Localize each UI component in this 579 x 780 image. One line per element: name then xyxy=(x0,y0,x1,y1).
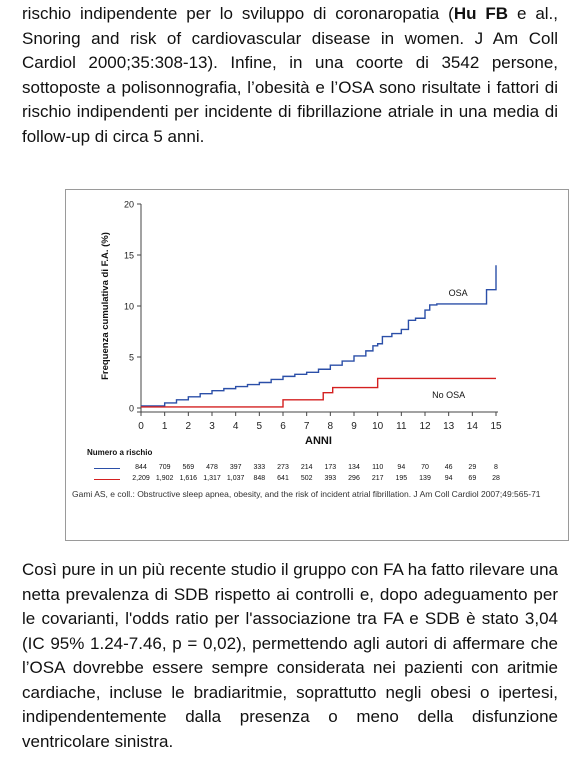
at-risk-value-no-osa: 502 xyxy=(300,475,313,482)
y-tick-label: 0 xyxy=(129,404,134,414)
at-risk-value-no-osa: 296 xyxy=(348,475,360,482)
x-tick-label: 3 xyxy=(209,421,215,432)
paragraph-bottom: Così pure in un più recente studio il gr… xyxy=(22,560,558,751)
at-risk-value-no-osa: 69 xyxy=(468,475,477,482)
series-line-osa xyxy=(141,265,497,407)
x-tick-label: 4 xyxy=(233,421,239,432)
y-tick-label: 5 xyxy=(129,353,134,363)
at-risk-value-no-osa: 1,902 xyxy=(155,475,174,482)
at-risk-value-no-osa: 195 xyxy=(395,475,408,482)
at-risk-value-no-osa: 28 xyxy=(492,475,500,482)
figure-caption: Gami AS, e coll.: Obstructive sleep apne… xyxy=(72,489,541,499)
at-risk-value-no-osa: 217 xyxy=(371,475,384,482)
at-risk-value-osa: 110 xyxy=(372,464,384,471)
at-risk-value-osa: 709 xyxy=(158,464,171,471)
x-tick-label: 12 xyxy=(419,421,431,432)
paragraph-top-text-end: e al., Snoring and risk of cardiovascula… xyxy=(22,4,558,146)
at-risk-title: Numero a rischio xyxy=(87,448,153,457)
x-tick-label: 13 xyxy=(443,421,455,432)
at-risk-value-no-osa: 641 xyxy=(277,475,289,482)
at-risk-value-osa: 844 xyxy=(135,464,147,471)
x-axis-label: ANNI xyxy=(305,435,332,447)
at-risk-value-no-osa: 2,209 xyxy=(132,475,150,482)
x-tick-label: 0 xyxy=(138,421,144,432)
citation-author: Hu FB xyxy=(453,4,509,23)
at-risk-value-no-osa: 1,616 xyxy=(179,475,198,482)
y-tick-label: 20 xyxy=(124,200,134,210)
y-tick-label: 15 xyxy=(124,251,134,261)
series-label-no-osa: No OSA xyxy=(432,390,465,400)
x-tick-label: 8 xyxy=(328,421,334,432)
series-line-no-osa xyxy=(141,377,496,408)
at-risk-value-osa: 70 xyxy=(421,464,429,471)
x-tick-label: 5 xyxy=(257,421,263,432)
at-risk-value-no-osa: 1,037 xyxy=(226,475,245,482)
x-tick-label: 2 xyxy=(186,421,192,432)
x-tick-label: 11 xyxy=(396,421,407,432)
paragraph-top: rischio indipendente per lo sviluppo di … xyxy=(22,2,558,149)
at-risk-value-osa: 46 xyxy=(444,464,453,471)
x-tick-label: 6 xyxy=(280,421,286,432)
legend-osa-line xyxy=(94,468,120,469)
at-risk-row-no-osa: 2,209 1,902 1,616 1,317 1,037 848 641 502 393 296… xyxy=(66,474,570,484)
at-risk-value-osa: 214 xyxy=(300,464,313,471)
at-risk-value-no-osa: 393 xyxy=(324,475,337,482)
at-risk-value-osa: 273 xyxy=(277,464,289,471)
x-tick-label: 15 xyxy=(490,421,502,432)
at-risk-value-osa: 478 xyxy=(206,464,218,471)
at-risk-row-osa: 844 709 569 478 397 333 273 214 173 134 110 94 70 46 2… xyxy=(66,463,570,473)
at-risk-value-no-osa: 1,317 xyxy=(203,475,221,482)
at-risk-value-osa: 94 xyxy=(397,464,406,471)
at-risk-value-no-osa: 94 xyxy=(444,475,453,482)
legend-no-osa-line xyxy=(94,479,120,480)
y-tick-label: 10 xyxy=(124,302,134,312)
figure-kaplan-meier: 0 5 10 15 20 0 1 2 3 4 5 6 7 8 9 10 11 12 13 14 15 ANNI Freque… xyxy=(65,189,569,541)
at-risk-value-osa: 8 xyxy=(494,464,498,471)
x-tick-label: 1 xyxy=(162,421,168,432)
series-label-osa: OSA xyxy=(449,288,468,298)
at-risk-value-osa: 173 xyxy=(324,464,337,471)
at-risk-value-osa: 333 xyxy=(253,464,266,471)
paragraph-top-text-start: rischio indipendente per lo sviluppo di … xyxy=(22,4,454,23)
at-risk-value-no-osa: 848 xyxy=(253,475,266,482)
x-tick-label: 14 xyxy=(467,421,479,432)
at-risk-value-osa: 134 xyxy=(348,464,360,471)
x-tick-label: 7 xyxy=(304,421,310,432)
at-risk-value-osa: 397 xyxy=(229,464,242,471)
at-risk-value-osa: 29 xyxy=(468,464,477,471)
at-risk-value-no-osa: 139 xyxy=(419,475,431,482)
x-tick-label: 10 xyxy=(372,421,384,432)
y-axis-label: Frequenza cumulativa di F.A. (%) xyxy=(100,232,111,380)
x-tick-label: 9 xyxy=(351,421,357,432)
at-risk-value-osa: 569 xyxy=(182,464,195,471)
